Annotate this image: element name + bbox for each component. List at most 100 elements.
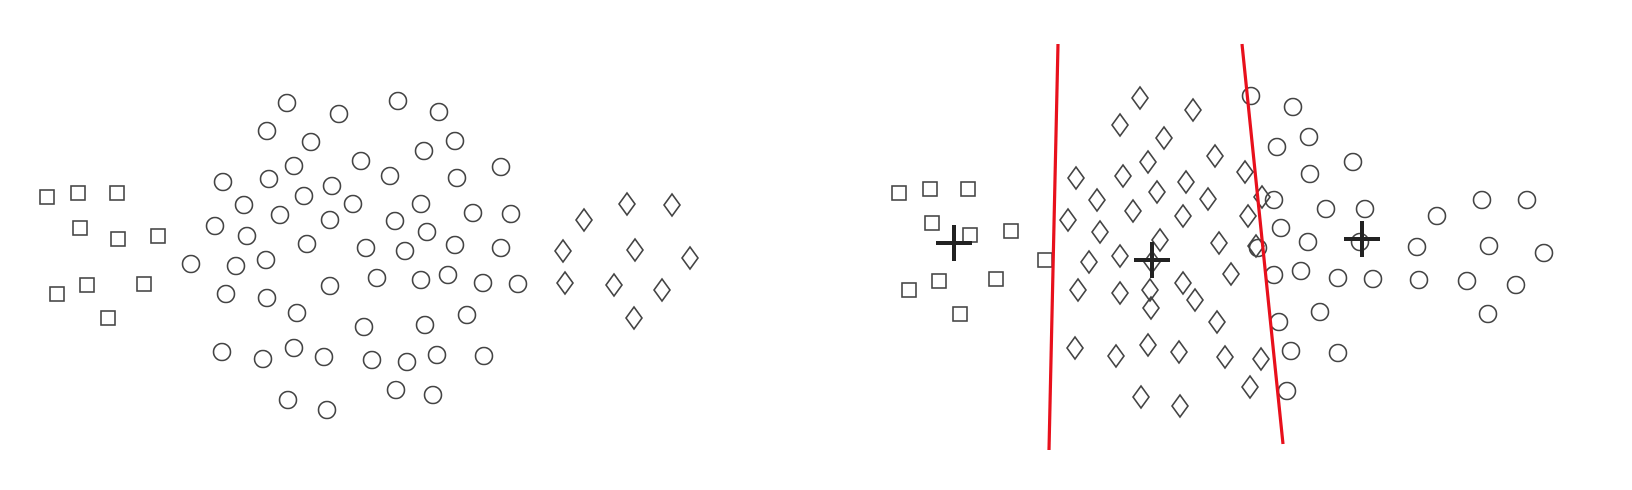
circle-marker [1409, 270, 1429, 290]
circle-marker [257, 121, 277, 141]
circle-marker [463, 203, 483, 223]
square-marker [891, 185, 907, 201]
diamond-marker [1174, 203, 1192, 229]
diamond-marker [1222, 261, 1240, 287]
circle-marker [205, 216, 225, 236]
diamond-marker [1131, 85, 1149, 111]
right-panel-clustered [891, 43, 1554, 451]
diamond-marker [575, 207, 593, 233]
circle-marker [322, 176, 342, 196]
circle-marker [216, 284, 236, 304]
square-marker [1003, 223, 1019, 239]
diamond-marker [1107, 343, 1125, 369]
diamond-marker [1088, 187, 1106, 213]
circle-marker [1281, 341, 1301, 361]
circle-marker [397, 352, 417, 372]
circle-marker [181, 254, 201, 274]
diamond-marker [618, 191, 636, 217]
circle-marker [284, 338, 304, 358]
circle-marker [445, 235, 465, 255]
circle-marker [237, 226, 257, 246]
circle-marker [259, 169, 279, 189]
diamond-marker [1252, 346, 1270, 372]
square-marker [988, 271, 1004, 287]
square-marker [100, 310, 116, 326]
circle-marker [284, 156, 304, 176]
circle-marker [1328, 343, 1348, 363]
circle-marker [423, 385, 443, 405]
circle-marker [287, 303, 307, 323]
circle-marker [501, 204, 521, 224]
circle-marker [414, 141, 434, 161]
diamond-marker [1236, 159, 1254, 185]
diamond-marker [663, 192, 681, 218]
square-marker [960, 181, 976, 197]
circle-marker [457, 305, 477, 325]
circle-marker [1363, 269, 1383, 289]
circle-marker [213, 172, 233, 192]
circle-marker [1300, 164, 1320, 184]
square-marker [922, 181, 938, 197]
diamond-marker [1067, 165, 1085, 191]
circle-marker [253, 349, 273, 369]
circle-marker [212, 342, 232, 362]
circle-marker [411, 270, 431, 290]
circle-marker [1316, 199, 1336, 219]
cluster-boundary-line [1047, 43, 1060, 451]
square-marker [136, 276, 152, 292]
square-marker [110, 231, 126, 247]
circle-marker [395, 241, 415, 261]
circle-marker [385, 211, 405, 231]
circle-marker [1264, 190, 1284, 210]
circle-marker [1517, 190, 1537, 210]
diamond-marker [1170, 339, 1188, 365]
circle-marker [1328, 268, 1348, 288]
square-marker [39, 189, 55, 205]
diamond-marker [1210, 230, 1228, 256]
circle-marker [270, 205, 290, 225]
square-marker [901, 282, 917, 298]
diamond-marker [1186, 287, 1204, 313]
circle-marker [445, 131, 465, 151]
square-marker [931, 273, 947, 289]
diamond-marker [1141, 277, 1159, 303]
circle-marker [356, 238, 376, 258]
diamond-marker [1132, 384, 1150, 410]
circle-marker [429, 102, 449, 122]
square-marker [79, 277, 95, 293]
circle-marker [257, 288, 277, 308]
diamond-marker [554, 238, 572, 264]
circle-marker [1457, 271, 1477, 291]
diamond-marker [1059, 207, 1077, 233]
diamond-marker [653, 277, 671, 303]
circle-marker [301, 132, 321, 152]
circle-marker [1479, 236, 1499, 256]
circle-marker [1506, 275, 1526, 295]
circle-marker [386, 380, 406, 400]
circle-marker [1407, 237, 1427, 257]
circle-marker [320, 210, 340, 230]
cluster-boundary-line [1240, 43, 1285, 445]
circle-marker [1472, 190, 1492, 210]
square-marker [70, 185, 86, 201]
diamond-marker [1124, 198, 1142, 224]
square-marker [49, 286, 65, 302]
circle-marker [317, 400, 337, 420]
circle-marker [256, 250, 276, 270]
diamond-marker [1155, 125, 1173, 151]
diamond-marker [1139, 332, 1157, 358]
circle-marker [1310, 302, 1330, 322]
diamond-marker [1206, 143, 1224, 169]
square-marker [952, 306, 968, 322]
circle-marker [320, 276, 340, 296]
diamond-marker [1216, 344, 1234, 370]
circle-marker [1534, 243, 1554, 263]
circle-marker [417, 222, 437, 242]
circle-marker [294, 186, 314, 206]
circle-marker [277, 93, 297, 113]
square-marker [109, 185, 125, 201]
circle-marker [491, 238, 511, 258]
circle-marker [314, 347, 334, 367]
